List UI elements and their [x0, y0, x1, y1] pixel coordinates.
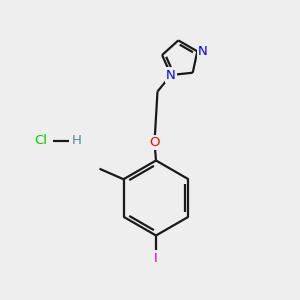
Text: N: N [166, 68, 176, 82]
Text: N: N [198, 45, 208, 58]
Text: H: H [72, 134, 82, 148]
Text: I: I [154, 251, 158, 265]
Text: Cl: Cl [34, 134, 47, 148]
Text: O: O [149, 136, 160, 149]
